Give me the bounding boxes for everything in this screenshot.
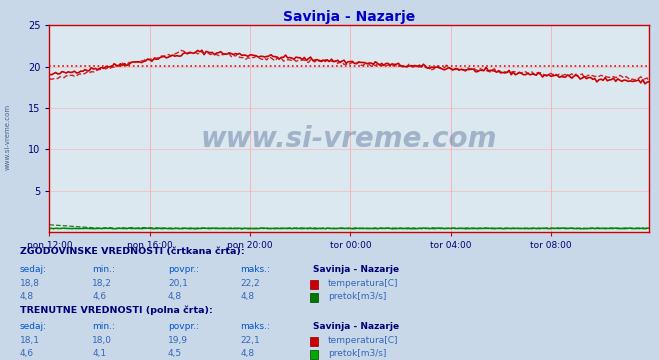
Text: pon 12:00: pon 12:00 [26, 241, 72, 250]
Text: povpr.:: povpr.: [168, 323, 199, 332]
Text: temperatura[C]: temperatura[C] [328, 279, 399, 288]
Text: 20,1: 20,1 [168, 279, 188, 288]
Text: 22,2: 22,2 [241, 279, 260, 288]
Text: pon 20:00: pon 20:00 [227, 241, 273, 250]
Text: temperatura[C]: temperatura[C] [328, 336, 399, 345]
Text: 18,8: 18,8 [20, 279, 40, 288]
Text: Savinja - Nazarje: Savinja - Nazarje [313, 323, 399, 332]
Text: min.:: min.: [92, 265, 115, 274]
Text: www.si-vreme.com: www.si-vreme.com [5, 104, 11, 170]
Text: maks.:: maks.: [241, 323, 270, 332]
Text: 4,5: 4,5 [168, 349, 182, 358]
Text: 22,1: 22,1 [241, 336, 260, 345]
Text: 4,8: 4,8 [168, 292, 182, 301]
Text: 4,8: 4,8 [20, 292, 34, 301]
Text: Savinja - Nazarje: Savinja - Nazarje [313, 265, 399, 274]
Text: 19,9: 19,9 [168, 336, 188, 345]
Text: 4,6: 4,6 [20, 349, 34, 358]
Text: www.si-vreme.com: www.si-vreme.com [201, 125, 498, 153]
Text: 4,8: 4,8 [241, 292, 254, 301]
Text: 4,6: 4,6 [92, 292, 106, 301]
Title: Savinja - Nazarje: Savinja - Nazarje [283, 10, 415, 24]
Text: 18,0: 18,0 [92, 336, 112, 345]
Text: 18,2: 18,2 [92, 279, 112, 288]
Text: 4,1: 4,1 [92, 349, 106, 358]
Text: tor 04:00: tor 04:00 [430, 241, 471, 250]
Text: pon 16:00: pon 16:00 [127, 241, 173, 250]
Text: tor 00:00: tor 00:00 [330, 241, 371, 250]
Text: sedaj:: sedaj: [20, 323, 47, 332]
Text: maks.:: maks.: [241, 265, 270, 274]
Text: TRENUTNE VREDNOSTI (polna črta):: TRENUTNE VREDNOSTI (polna črta): [20, 306, 212, 315]
Text: 18,1: 18,1 [20, 336, 40, 345]
Text: tor 08:00: tor 08:00 [530, 241, 572, 250]
Text: ZGODOVINSKE VREDNOSTI (črtkana črta):: ZGODOVINSKE VREDNOSTI (črtkana črta): [20, 247, 244, 256]
Text: sedaj:: sedaj: [20, 265, 47, 274]
Text: min.:: min.: [92, 323, 115, 332]
Text: povpr.:: povpr.: [168, 265, 199, 274]
Text: 4,8: 4,8 [241, 349, 254, 358]
Text: pretok[m3/s]: pretok[m3/s] [328, 349, 387, 358]
Text: pretok[m3/s]: pretok[m3/s] [328, 292, 387, 301]
